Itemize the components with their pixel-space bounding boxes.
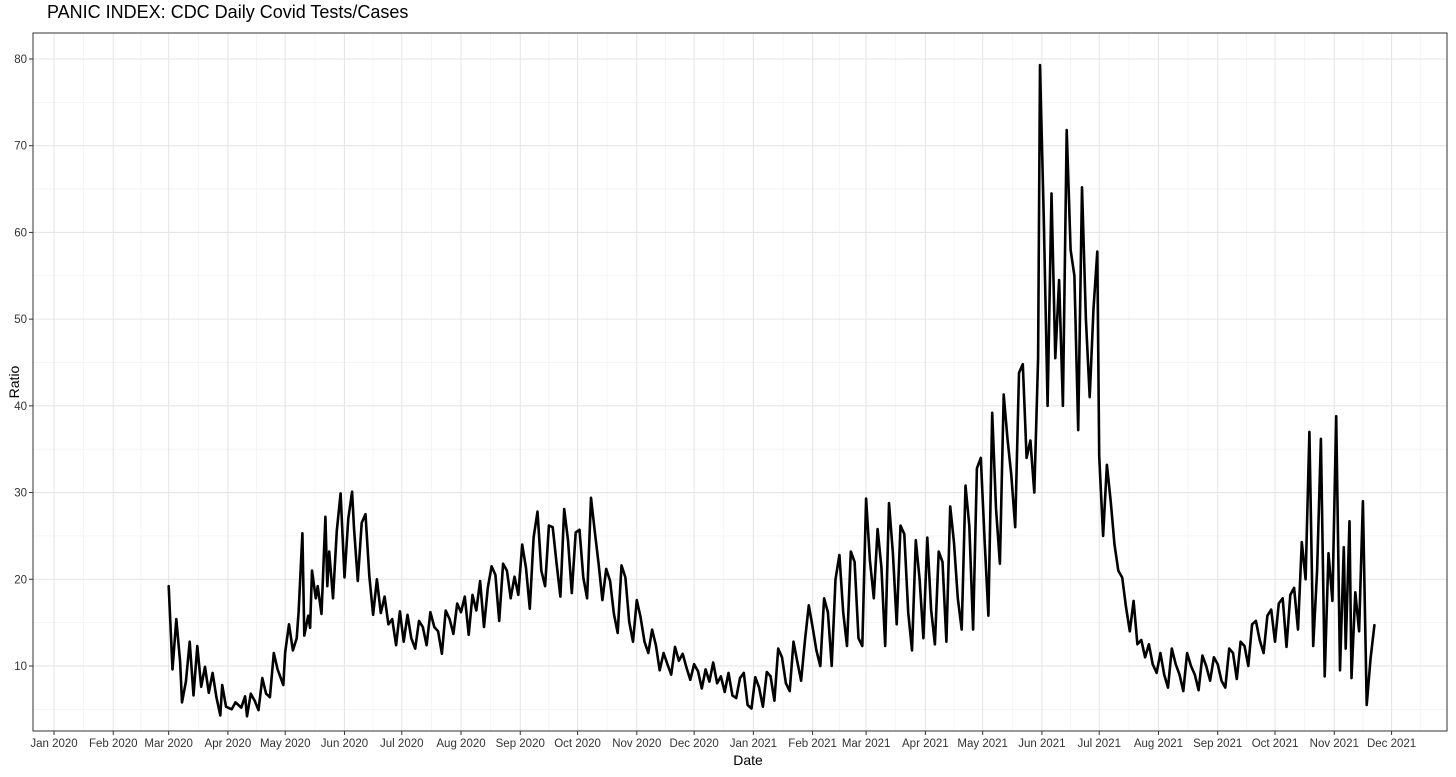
- x-tick-label: Oct 2021: [1252, 738, 1299, 750]
- y-tick-label: 70: [14, 141, 27, 153]
- x-tick-label: May 2021: [957, 738, 1008, 750]
- grid-minor-y: [33, 101, 1447, 710]
- x-tick-label: Feb 2020: [89, 738, 138, 750]
- y-tick-label: 10: [14, 661, 27, 673]
- series-line: [167, 63, 1376, 718]
- y-tick-label: 30: [14, 488, 27, 500]
- x-tick-label: Sep 2021: [1193, 738, 1242, 750]
- x-tick-label: Jan 2021: [730, 738, 777, 750]
- x-tick-label: Sep 2020: [496, 738, 545, 750]
- x-tick-label: Jun 2021: [1018, 738, 1065, 750]
- x-tick-label: Mar 2020: [144, 738, 193, 750]
- plot-panel-border: [32, 32, 1448, 732]
- x-tick-label: Jul 2020: [380, 738, 423, 750]
- x-tick-label: Jan 2020: [30, 738, 77, 750]
- x-tick-label: Aug 2021: [1134, 738, 1183, 750]
- x-tick-label: Mar 2021: [842, 738, 891, 750]
- x-tick-label: Apr 2020: [205, 738, 252, 750]
- x-tick-label: Dec 2020: [670, 738, 719, 750]
- x-tick-label: May 2020: [260, 738, 311, 750]
- x-tick-label: Dec 2021: [1367, 738, 1416, 750]
- x-tick-label: Jun 2020: [321, 738, 368, 750]
- x-axis-label: Date: [733, 752, 763, 768]
- x-tick-label: Oct 2020: [554, 738, 601, 750]
- series-group: [167, 63, 1376, 718]
- x-tick-label: Nov 2020: [612, 738, 661, 750]
- x-tick-label: Apr 2021: [902, 738, 949, 750]
- y-axis: 10 20 30 40 50 60 70 80: [14, 54, 33, 673]
- y-tick-label: 20: [14, 574, 27, 586]
- y-tick-label: 50: [14, 314, 27, 326]
- plot-panel-background: [33, 33, 1447, 731]
- x-axis: Jan 2020 Feb 2020 Mar 2020 Apr 2020 May 2020…: [30, 731, 1416, 750]
- y-axis-label: Ratio: [6, 365, 22, 398]
- x-tick-label: Jul 2021: [1077, 738, 1120, 750]
- chart-title: PANIC INDEX: CDC Daily Covid Tests/Cases: [47, 2, 409, 22]
- y-tick-label: 40: [14, 401, 27, 413]
- y-tick-label: 80: [14, 54, 27, 66]
- x-tick-label: Feb 2021: [788, 738, 837, 750]
- grid-major-y: [33, 58, 1447, 667]
- x-tick-label: Aug 2020: [436, 738, 485, 750]
- y-tick-label: 60: [14, 227, 27, 239]
- x-tick-label: Nov 2021: [1310, 738, 1359, 750]
